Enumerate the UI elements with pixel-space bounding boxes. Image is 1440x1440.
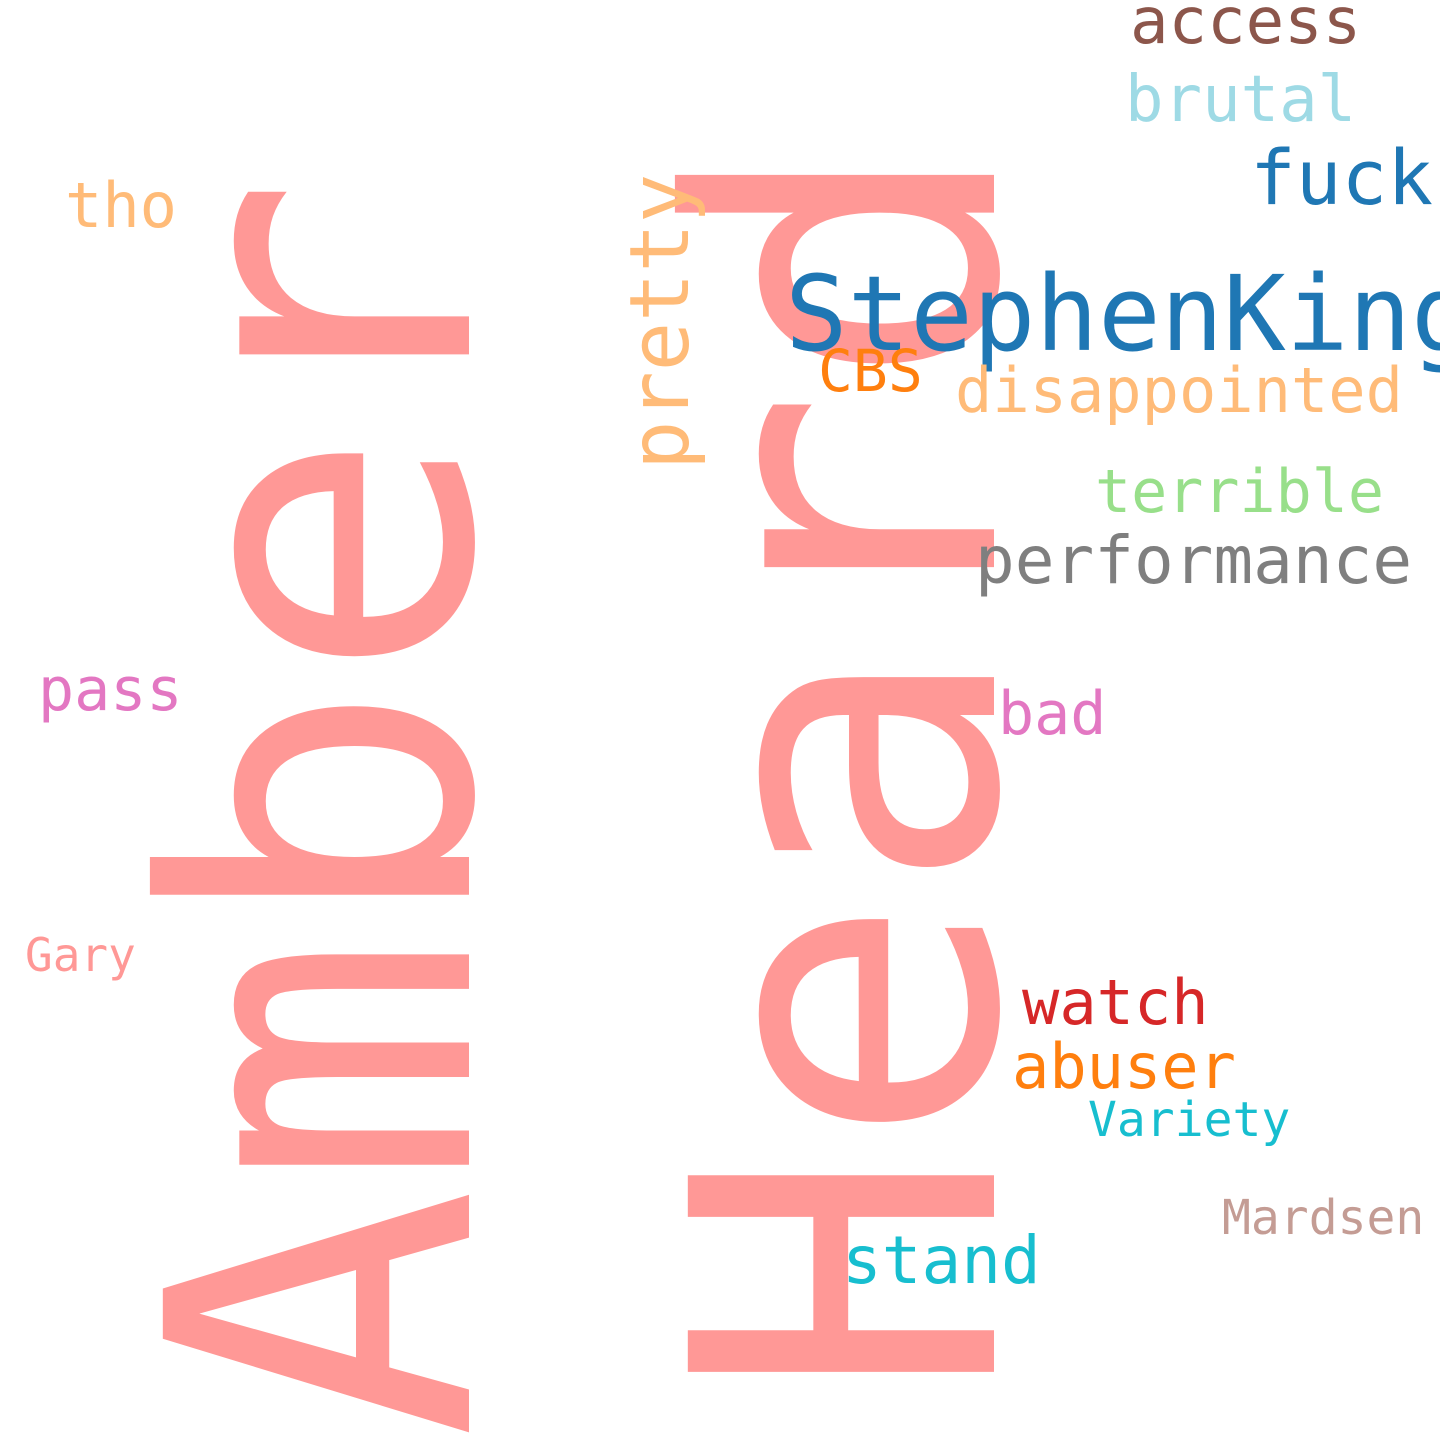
word-disappointed: disappointed (955, 354, 1403, 427)
word-pass: pass (38, 655, 183, 725)
word-tho: tho (65, 169, 177, 242)
word-stand: stand (842, 1222, 1041, 1299)
word-abuser: abuser (1012, 1030, 1236, 1103)
word-variety: Variety (1088, 1092, 1291, 1148)
word-pretty: pretty (613, 173, 708, 470)
word-gary: Gary (25, 928, 136, 982)
word-watch: watch (1022, 966, 1209, 1039)
word-amber: Amber (80, 175, 569, 1440)
word-bad: bad (998, 679, 1107, 749)
word-brutal: brutal (1125, 63, 1357, 137)
word-fuck: fuck (1250, 133, 1434, 222)
word-performance: performance (975, 522, 1413, 599)
word-cbs: CBS (818, 337, 923, 405)
word-stephenking: StephenKing (785, 253, 1440, 375)
word-mardsen: Mardsen (1222, 1190, 1425, 1246)
word-terrible: terrible (1095, 457, 1384, 527)
word-access: access (1130, 0, 1362, 59)
